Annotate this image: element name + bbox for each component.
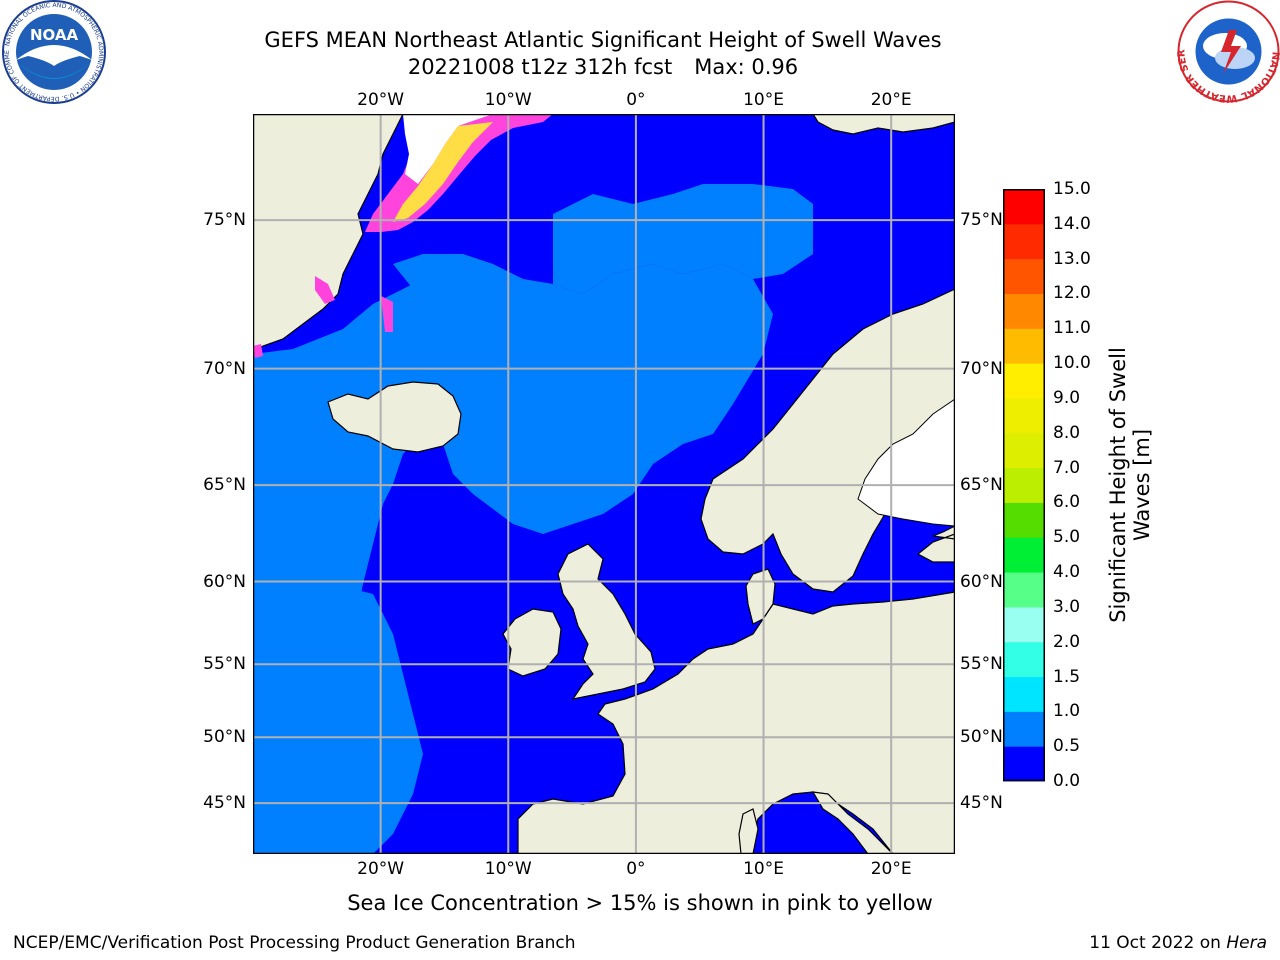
colorbar-segment <box>1003 641 1045 678</box>
ice-interior <box>403 114 493 184</box>
colorbar-segment <box>1003 746 1045 782</box>
noaa-logo: NATIONAL OCEANIC AND ATMOSPHERIC ADMINIS… <box>2 0 106 104</box>
lat-tick-label: 45°N <box>203 793 246 814</box>
ocean-mid-swell-patch <box>393 254 493 289</box>
colorbar-segment <box>1003 223 1045 260</box>
lon-tick-label: 10°W <box>484 859 532 879</box>
colorbar-segment <box>1003 572 1045 608</box>
colorbar-tick-label: 1.5 <box>1053 666 1081 687</box>
map-frame <box>253 114 955 854</box>
lon-tick-label: 0° <box>626 859 646 879</box>
sea-ice-note: Sea Ice Concentration > 15% is shown in … <box>347 891 933 915</box>
colorbar-segment <box>1003 432 1045 469</box>
sea-ice-yellow <box>393 122 493 222</box>
lon-tick-label: 20°E <box>870 859 912 879</box>
colorbar-segment <box>1003 467 1045 503</box>
lat-tick-label: 65°N <box>203 475 246 496</box>
lat-tick-label: 50°N <box>960 727 1003 748</box>
colorbar-tick-label: 10.0 <box>1053 353 1091 374</box>
land-greenland <box>253 114 404 351</box>
land-italy <box>811 791 894 854</box>
colorbar-tick-label: 7.0 <box>1053 457 1081 478</box>
lon-tick-label: 20°W <box>357 859 405 879</box>
colorbar-segment <box>1003 502 1045 538</box>
chart-title: GEFS MEAN Northeast Atlantic Significant… <box>264 28 942 52</box>
colorbar-tick-label: 0.5 <box>1053 736 1081 757</box>
noaa-logo-text: NOAA <box>30 26 79 44</box>
colorbar-segment <box>1003 676 1045 712</box>
lon-tick-label: 20°E <box>870 90 912 110</box>
colorbar-segment <box>1003 711 1045 747</box>
colorbar-tick-label: 13.0 <box>1053 248 1091 269</box>
colorbar-tick-label: 15.0 <box>1053 179 1091 199</box>
chart-subtitle: 20221008 t12z 312h fcst Max: 0.96 <box>0 54 1206 80</box>
forecast-run-label: 20221008 t12z 312h fcst <box>407 55 673 79</box>
lat-tick-label: 55°N <box>203 654 246 675</box>
sea-ice-pink <box>253 114 553 358</box>
lat-tick-label: 60°N <box>960 571 1003 592</box>
colorbar-tick-label: 3.0 <box>1053 596 1081 617</box>
colorbar-tick-label: 4.0 <box>1053 562 1081 583</box>
colorbar-tick-label: 0.0 <box>1053 771 1081 791</box>
lat-tick-label: 70°N <box>960 358 1003 379</box>
colorbar-tick-label: 8.0 <box>1053 422 1081 443</box>
colorbar-frame <box>1003 189 1045 781</box>
land-corsica-sardinia <box>738 808 759 854</box>
lon-tick-label: 20°W <box>357 90 405 110</box>
colorbar-tick-label: 11.0 <box>1053 318 1091 339</box>
colorbar-segment <box>1003 363 1045 399</box>
ocean-mid-swell-north <box>553 184 813 294</box>
colorbar-segment <box>1003 397 1045 434</box>
colorbar-tick-label: 1.0 <box>1053 701 1081 722</box>
lon-tick-label: 0° <box>626 90 646 110</box>
colorbar-segment <box>1003 293 1045 329</box>
footer-date-text: 11 Oct 2022 on <box>1089 933 1227 953</box>
colorbar-segment <box>1003 258 1045 294</box>
ocean-baltic <box>863 504 955 619</box>
lon-tick-label: 10°E <box>743 90 784 110</box>
colorbar-label: Significant Height of Swell Waves [m] <box>1106 347 1154 623</box>
colorbar-label-line2: Waves [m] <box>1130 428 1154 542</box>
footer-date: 11 Oct 2022 on Hera <box>1089 933 1267 953</box>
graticule <box>253 114 955 854</box>
lat-tick-label: 70°N <box>203 358 246 379</box>
swell-height-map <box>253 114 955 854</box>
lat-tick-label: 65°N <box>960 475 1003 496</box>
colorbar-tick-label: 2.0 <box>1053 631 1081 652</box>
lon-tick-label: 10°E <box>743 859 784 879</box>
lat-tick-label: 75°N <box>960 210 1003 231</box>
colorbar-label-line1: Significant Height of Swell <box>1106 347 1130 623</box>
footer-machine: Hera <box>1226 933 1267 953</box>
colorbar-tick-label: 6.0 <box>1053 492 1081 513</box>
max-value-label: Max: 0.96 <box>694 55 799 79</box>
footer-producer: NCEP/EMC/Verification Post Processing Pr… <box>13 933 576 953</box>
colorbar-segment <box>1003 537 1045 573</box>
lat-tick-label: 75°N <box>203 210 246 231</box>
lat-tick-label: 55°N <box>960 654 1003 675</box>
colorbar-segment <box>1003 606 1045 643</box>
colorbar <box>1003 189 1045 782</box>
colorbar-tick-label: 14.0 <box>1053 213 1091 234</box>
land-great-britain <box>557 543 656 700</box>
colorbar-tick-label: 9.0 <box>1053 387 1081 408</box>
colorbar-tick-label: 5.0 <box>1053 527 1081 548</box>
colorbar-tick-label: 12.0 <box>1053 283 1091 304</box>
nws-logo: NATIONAL WEATHER SERVICE <box>1177 0 1280 103</box>
no-data-bothnia <box>857 398 955 527</box>
colorbar-segment <box>1003 328 1045 364</box>
lat-tick-label: 60°N <box>203 571 246 592</box>
colorbar-segment <box>1003 189 1045 225</box>
lat-tick-label: 50°N <box>203 727 246 748</box>
lon-tick-label: 10°W <box>484 90 532 110</box>
land-iceland <box>327 381 462 453</box>
land-finland-baltics <box>916 525 955 563</box>
lat-tick-label: 45°N <box>960 793 1003 814</box>
